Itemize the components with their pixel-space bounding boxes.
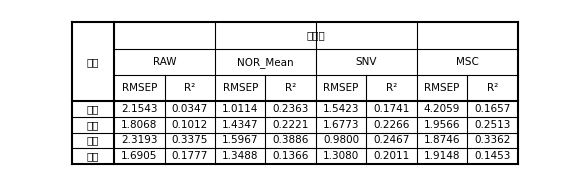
Text: 당진: 당진 bbox=[87, 151, 99, 161]
Text: 1.5423: 1.5423 bbox=[323, 104, 359, 114]
Text: 0.3375: 0.3375 bbox=[172, 135, 208, 145]
Text: 0.2363: 0.2363 bbox=[273, 104, 309, 114]
Text: R²: R² bbox=[285, 83, 296, 93]
Text: 장수: 장수 bbox=[87, 135, 99, 145]
Text: 1.3488: 1.3488 bbox=[222, 151, 259, 161]
Text: 전처리: 전처리 bbox=[306, 31, 325, 40]
Text: 4.2059: 4.2059 bbox=[424, 104, 460, 114]
Text: 2.1543: 2.1543 bbox=[121, 104, 158, 114]
Text: MSC: MSC bbox=[455, 57, 478, 67]
Text: 0.3362: 0.3362 bbox=[474, 135, 511, 145]
Text: 1.4347: 1.4347 bbox=[222, 120, 259, 130]
Text: 0.2467: 0.2467 bbox=[373, 135, 409, 145]
Text: 0.9800: 0.9800 bbox=[323, 135, 359, 145]
Text: 0.2011: 0.2011 bbox=[373, 151, 409, 161]
Text: RMSEP: RMSEP bbox=[424, 83, 459, 93]
Text: SNV: SNV bbox=[355, 57, 377, 67]
Text: 0.2513: 0.2513 bbox=[474, 120, 511, 130]
Text: RMSEP: RMSEP bbox=[323, 83, 359, 93]
Text: 지역: 지역 bbox=[87, 57, 99, 67]
Text: 0.1741: 0.1741 bbox=[373, 104, 409, 114]
Text: 0.1657: 0.1657 bbox=[474, 104, 511, 114]
Text: 통합: 통합 bbox=[87, 104, 99, 114]
Text: 0.1777: 0.1777 bbox=[172, 151, 208, 161]
Text: 0.1012: 0.1012 bbox=[172, 120, 208, 130]
Text: RMSEP: RMSEP bbox=[223, 83, 258, 93]
Text: R²: R² bbox=[184, 83, 196, 93]
Text: 1.8746: 1.8746 bbox=[424, 135, 460, 145]
Text: RMSEP: RMSEP bbox=[122, 83, 157, 93]
Text: 1.6905: 1.6905 bbox=[121, 151, 158, 161]
Text: 0.3886: 0.3886 bbox=[273, 135, 309, 145]
Text: 0.2266: 0.2266 bbox=[373, 120, 409, 130]
Text: 0.1453: 0.1453 bbox=[474, 151, 511, 161]
Text: 0.2221: 0.2221 bbox=[273, 120, 309, 130]
Text: 1.9148: 1.9148 bbox=[424, 151, 460, 161]
Text: R²: R² bbox=[486, 83, 498, 93]
Text: 0.1366: 0.1366 bbox=[273, 151, 309, 161]
Text: 1.6773: 1.6773 bbox=[323, 120, 359, 130]
Text: NOR_Mean: NOR_Mean bbox=[237, 57, 294, 68]
Text: 1.9566: 1.9566 bbox=[424, 120, 460, 130]
Text: 1.8068: 1.8068 bbox=[121, 120, 158, 130]
Text: 2.3193: 2.3193 bbox=[121, 135, 158, 145]
Text: R²: R² bbox=[386, 83, 397, 93]
Text: 1.3080: 1.3080 bbox=[323, 151, 359, 161]
Text: 청송: 청송 bbox=[87, 120, 99, 130]
Text: 1.0114: 1.0114 bbox=[222, 104, 258, 114]
Text: 1.5967: 1.5967 bbox=[222, 135, 259, 145]
Text: 0.0347: 0.0347 bbox=[172, 104, 208, 114]
Text: RAW: RAW bbox=[153, 57, 177, 67]
